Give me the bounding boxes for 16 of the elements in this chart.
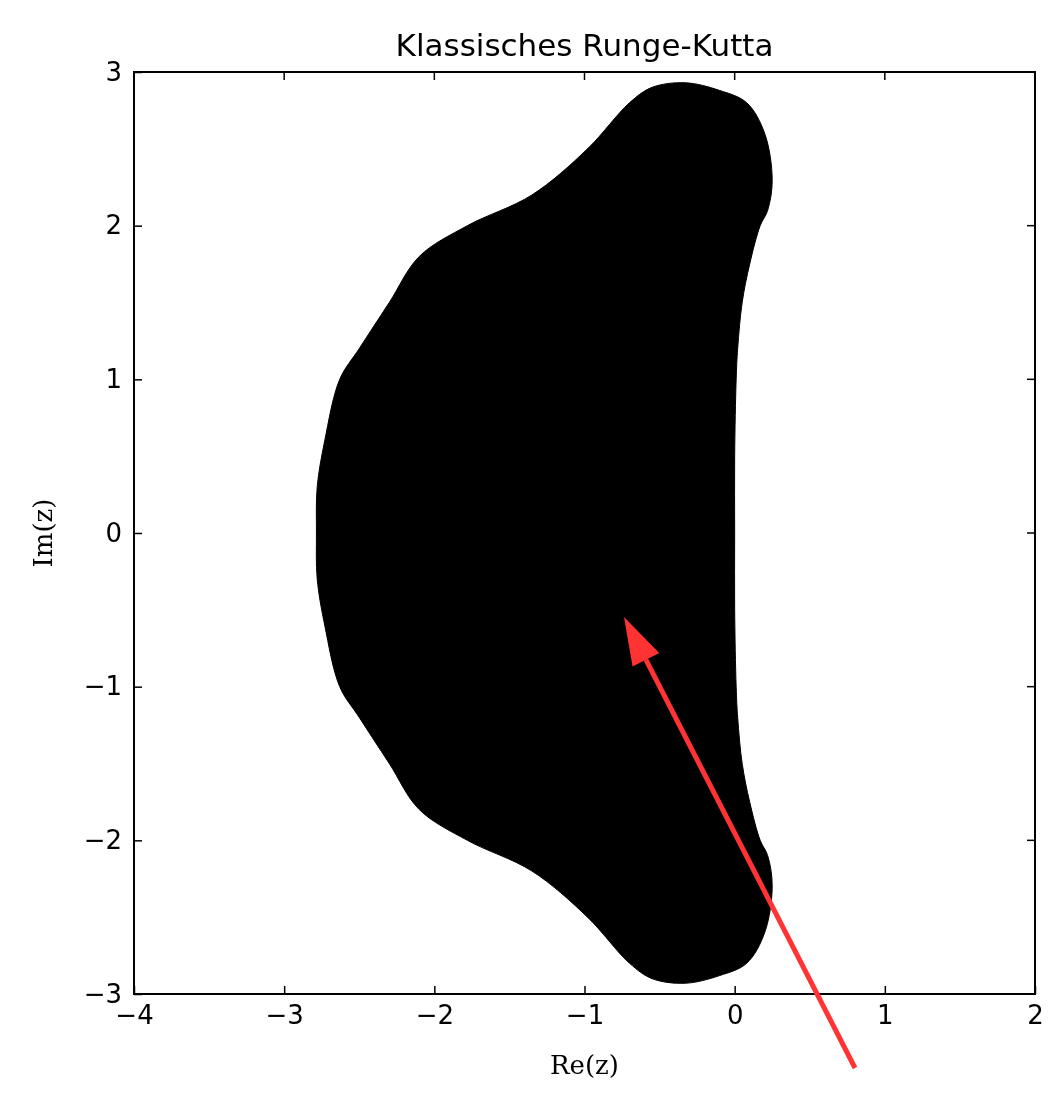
y-tick-label: −1 [83, 671, 122, 702]
x-tick-label: 2 [1027, 1000, 1044, 1031]
y-tick-label: −3 [83, 978, 122, 1009]
y-tick-label: −2 [83, 825, 122, 856]
x-tick-label: 1 [877, 1000, 894, 1031]
x-axis-title: Re(z) [550, 1050, 619, 1080]
y-tick-label: 0 [105, 517, 122, 548]
x-tick-label: −2 [415, 1000, 454, 1031]
y-tick-label: 2 [105, 210, 122, 241]
y-tick-label: 3 [105, 56, 122, 87]
y-tick-label: 1 [105, 364, 122, 395]
y-axis-title: Im(z) [28, 498, 58, 568]
chart-title: Klassisches Runge-Kutta [395, 27, 774, 63]
x-tick-label: −3 [265, 1000, 304, 1031]
x-tick-label: 0 [726, 1000, 744, 1031]
x-tick-label: −1 [565, 1000, 605, 1031]
